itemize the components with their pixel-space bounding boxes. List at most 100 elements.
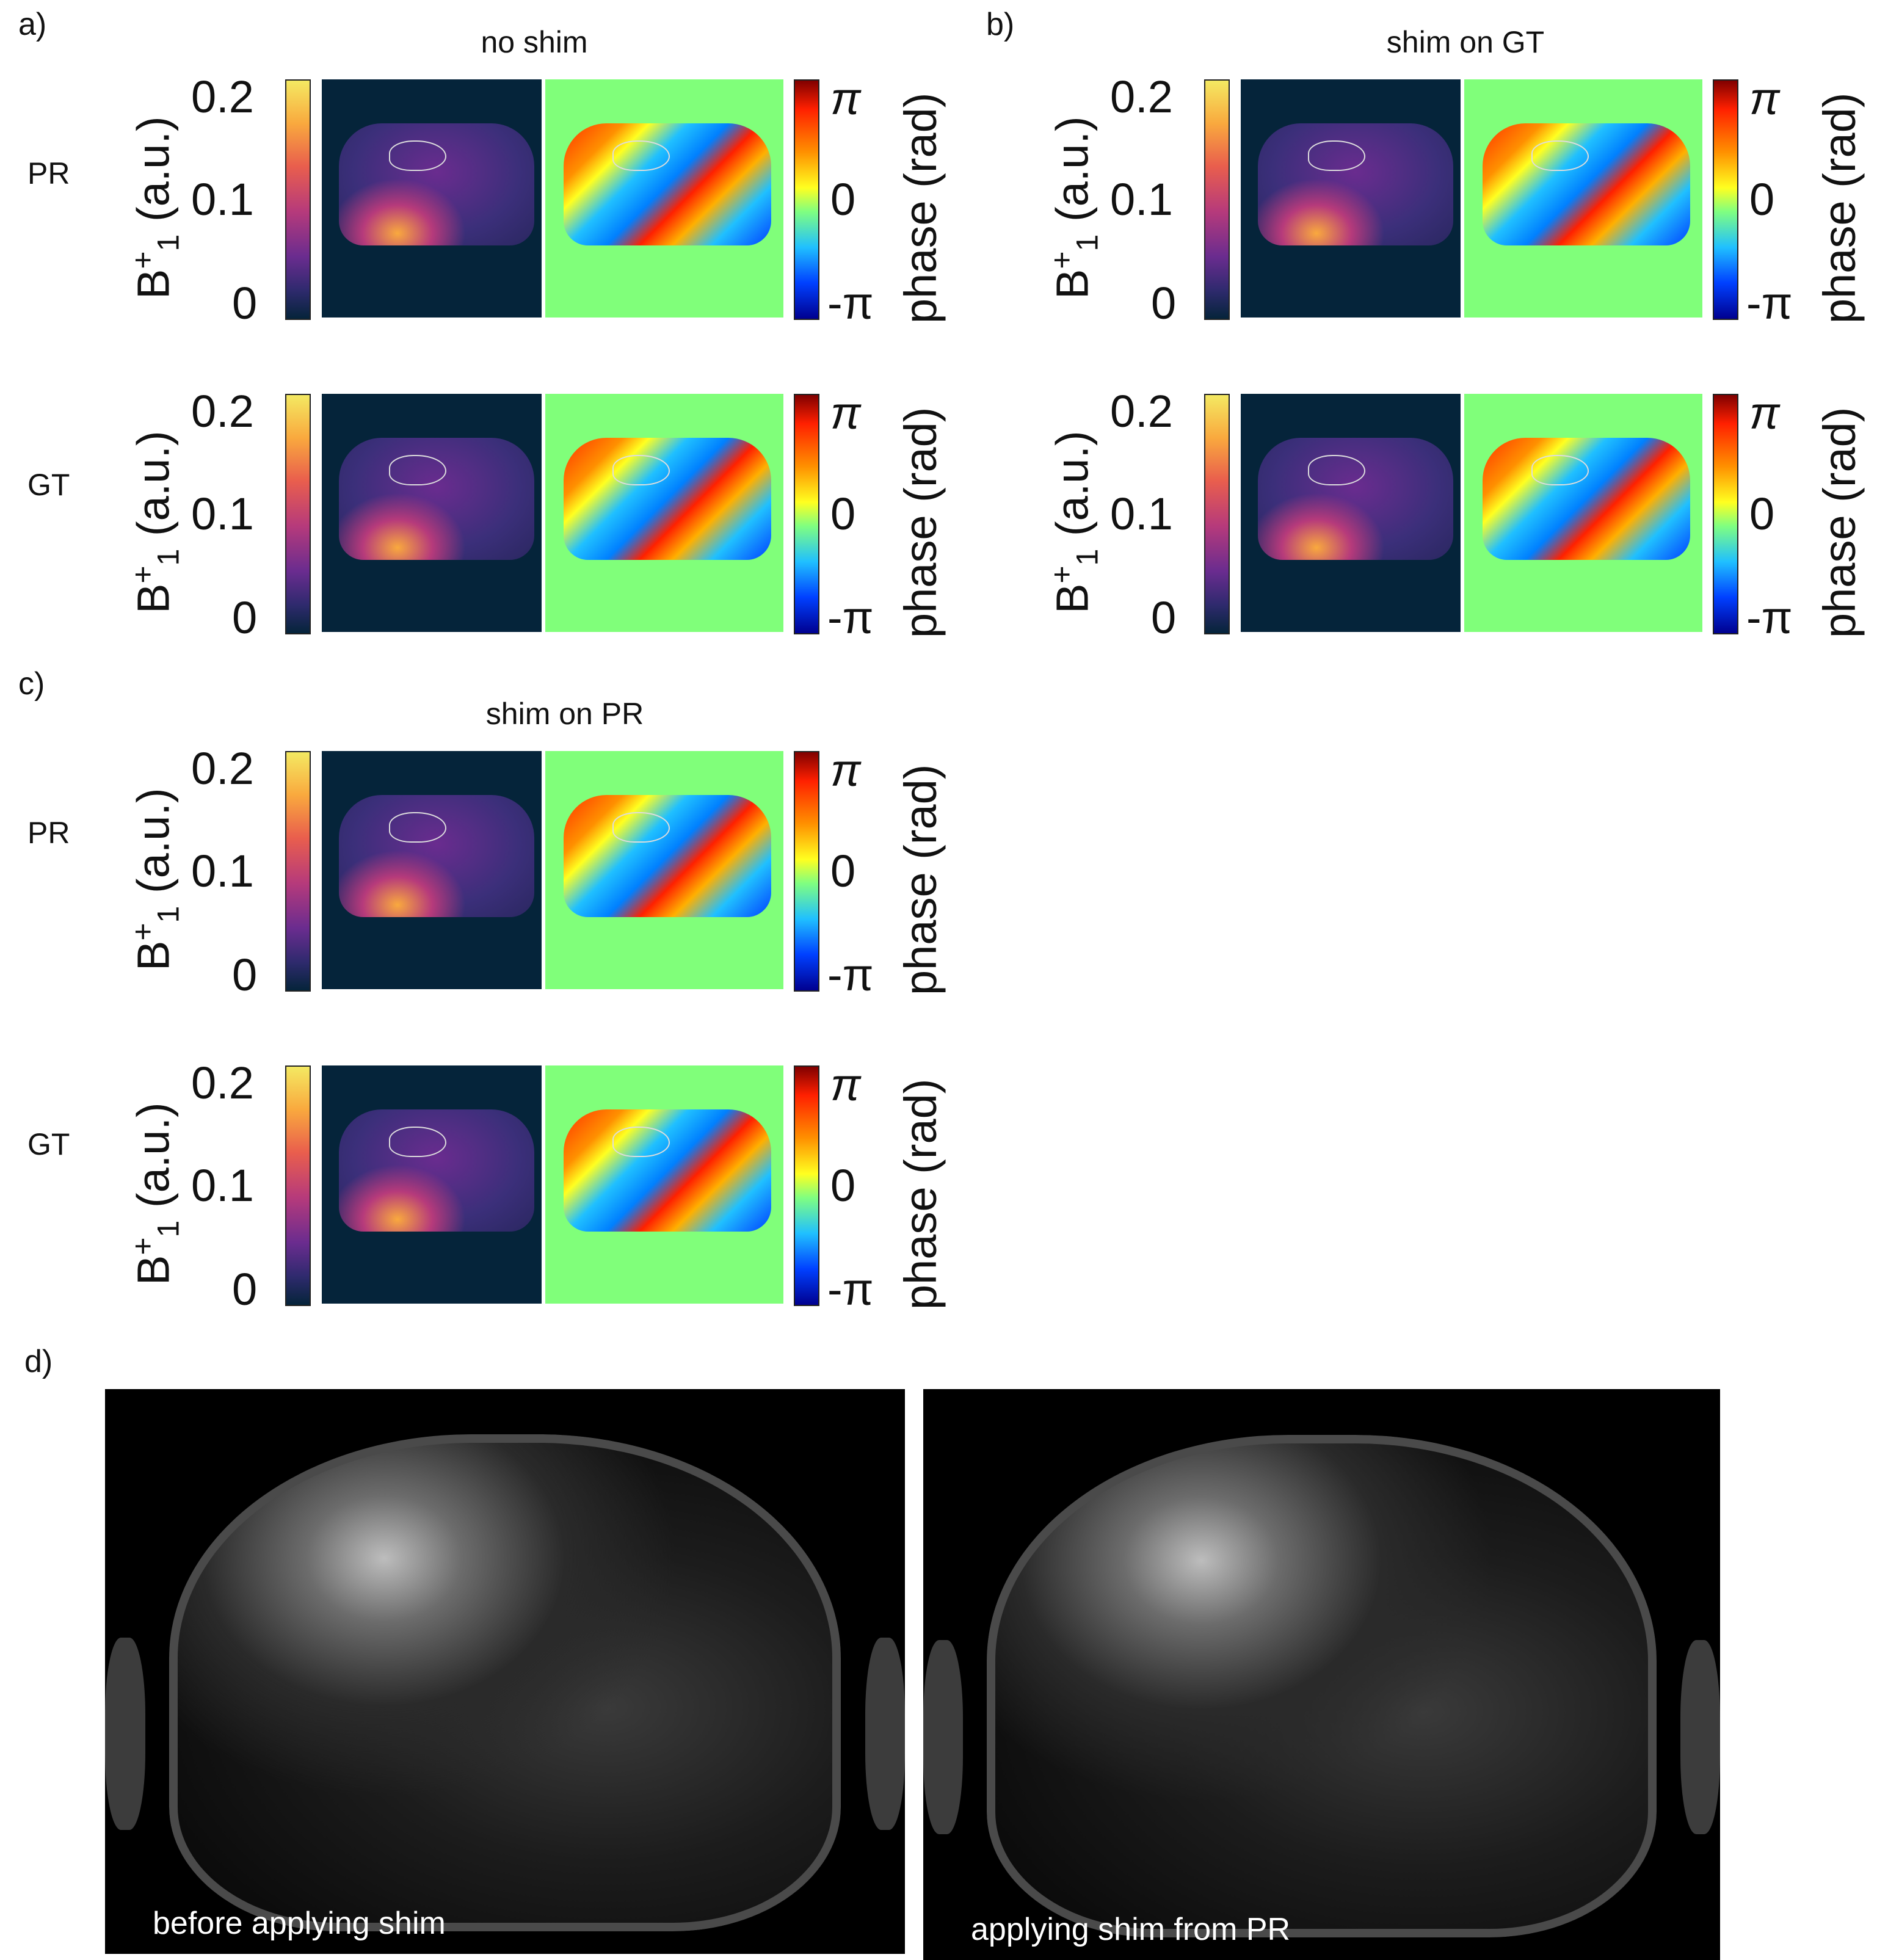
b1-tick-bottom: 0 <box>232 278 258 328</box>
b1-tick-top: 0.2 <box>191 1058 254 1108</box>
b1-magnitude-map <box>322 1065 542 1304</box>
roi-contour <box>1308 140 1365 171</box>
b1-magnitude-map <box>1241 394 1461 632</box>
phase-tick-mid: 0 <box>1749 174 1775 225</box>
panel-c-letter: c) <box>18 666 45 702</box>
b1-tick-top: 0.2 <box>191 386 254 437</box>
b1-magnitude-map <box>322 751 542 989</box>
b1-tick-bottom: 0 <box>232 1264 258 1315</box>
b1-tick-top: 0.2 <box>1110 71 1173 122</box>
magnitude-body <box>339 438 534 560</box>
roi-contour <box>1531 140 1589 171</box>
phase-body <box>564 438 771 560</box>
b1-magnitude-map <box>1241 79 1461 318</box>
b1-tick-bottom: 0 <box>1151 592 1177 643</box>
b1-tick-mid: 0.1 <box>191 488 254 539</box>
b1-tick-top: 0.2 <box>1110 386 1173 437</box>
phase-axis-label: phase (rad) <box>1814 92 1865 324</box>
phase-colorbar <box>794 1065 819 1306</box>
b1-colorbar <box>285 394 311 634</box>
b1-magnitude-map <box>322 394 542 632</box>
phase-body <box>1483 123 1690 245</box>
phase-axis-label: phase (rad) <box>895 92 946 324</box>
mri-after-image: applying shim from PR <box>923 1389 1720 1960</box>
phase-colorbar <box>794 79 819 320</box>
phase-axis-label: phase (rad) <box>895 764 946 995</box>
phase-tick-top: π <box>830 388 861 438</box>
phase-colorbar <box>794 751 819 992</box>
roi-contour <box>612 1127 670 1157</box>
b1-phase-map <box>545 751 783 989</box>
phase-colorbar <box>1713 394 1738 634</box>
magnitude-body <box>339 123 534 245</box>
b1-phase-map <box>1464 79 1702 318</box>
phase-tick-bottom: -π <box>827 1264 874 1315</box>
magnitude-body <box>339 1109 534 1232</box>
b1-magnitude-map <box>322 79 542 318</box>
b1-tick-top: 0.2 <box>191 743 254 794</box>
panel-b-title: shim on GT <box>1386 25 1545 59</box>
b1-tick-mid: 0.1 <box>191 174 254 225</box>
b1-tick-mid: 0.1 <box>191 846 254 896</box>
phase-tick-bottom: -π <box>827 949 874 1000</box>
b1-axis-label: B+1 (a.u.) <box>1045 430 1105 614</box>
b1-tick-mid: 0.1 <box>1110 488 1173 539</box>
b1-tick-top: 0.2 <box>191 71 254 122</box>
panel-a-letter: a) <box>18 7 47 42</box>
phase-axis-label: phase (rad) <box>895 1078 946 1310</box>
phase-tick-top: π <box>830 1059 861 1110</box>
phase-body <box>1483 438 1690 560</box>
roi-contour <box>389 1127 446 1157</box>
b1-colorbar <box>285 751 311 992</box>
phase-tick-bottom: -π <box>827 592 874 643</box>
roi-contour <box>1531 455 1589 485</box>
panel-b-letter: b) <box>986 7 1015 42</box>
phase-body <box>564 795 771 917</box>
phase-body <box>564 123 771 245</box>
panel-c-title: shim on PR <box>485 697 644 731</box>
mri-before-image: before applying shim <box>105 1389 905 1954</box>
b1-tick-bottom: 0 <box>232 949 258 1000</box>
mri-after-arm-right <box>1680 1640 1720 1835</box>
b1-colorbar <box>285 79 311 320</box>
phase-tick-bottom: -π <box>827 278 874 328</box>
b1-axis-label: B+1 (a.u.) <box>126 788 186 971</box>
roi-contour <box>612 140 670 171</box>
panel-a-title: no shim <box>481 25 588 59</box>
b1-tick-mid: 0.1 <box>1110 174 1173 225</box>
roi-contour <box>389 140 446 171</box>
row-label-pr-a: PR <box>27 156 70 191</box>
b1-phase-map <box>545 394 783 632</box>
mri-after-arm-left <box>923 1640 964 1835</box>
mri-before-arm-left <box>105 1638 145 1830</box>
phase-colorbar <box>794 394 819 634</box>
row-label-gt-c: GT <box>27 1127 70 1161</box>
b1-phase-map <box>1464 394 1702 632</box>
phase-tick-mid: 0 <box>830 174 856 225</box>
magnitude-body <box>339 795 534 917</box>
roi-contour <box>612 455 670 485</box>
phase-axis-label: phase (rad) <box>1814 407 1865 638</box>
b1-axis-label: B+1 (a.u.) <box>126 1102 186 1285</box>
panel-d-letter: d) <box>24 1344 53 1379</box>
roi-contour <box>389 812 446 843</box>
b1-axis-label: B+1 (a.u.) <box>126 116 186 299</box>
phase-axis-label: phase (rad) <box>895 407 946 638</box>
phase-tick-bottom: -π <box>1746 278 1793 328</box>
mri-after-body <box>987 1434 1657 1937</box>
phase-tick-bottom: -π <box>1746 592 1793 643</box>
phase-tick-top: π <box>1749 73 1780 124</box>
mri-before-caption: before applying shim <box>153 1906 446 1941</box>
b1-axis-label: B+1 (a.u.) <box>1045 116 1105 299</box>
roi-contour <box>389 455 446 485</box>
phase-tick-top: π <box>830 73 861 124</box>
mri-after-caption: applying shim from PR <box>971 1912 1291 1947</box>
roi-contour <box>612 812 670 843</box>
b1-tick-mid: 0.1 <box>191 1160 254 1211</box>
b1-colorbar <box>285 1065 311 1306</box>
b1-tick-bottom: 0 <box>1151 278 1177 328</box>
phase-tick-top: π <box>830 745 861 796</box>
b1-phase-map <box>545 1065 783 1304</box>
phase-tick-mid: 0 <box>830 1160 856 1211</box>
phase-body <box>564 1109 771 1232</box>
